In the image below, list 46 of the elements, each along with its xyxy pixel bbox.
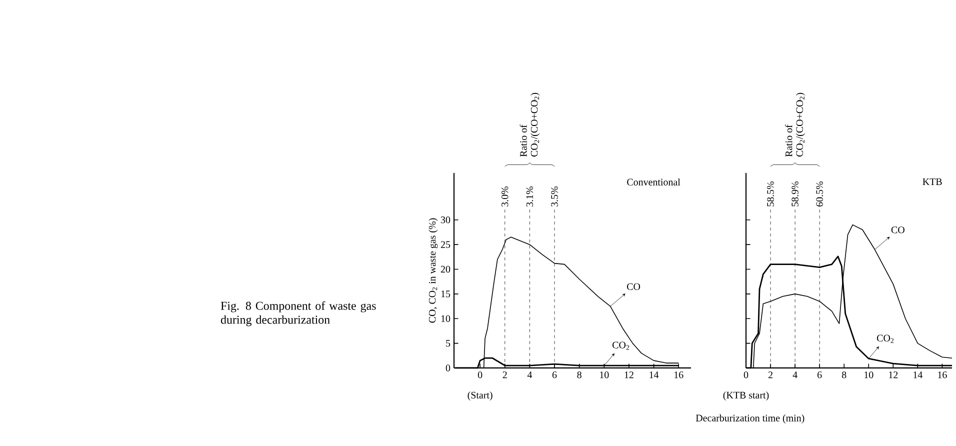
y-tick-label: 30 <box>441 216 450 224</box>
text: CO <box>891 226 904 234</box>
annotation: 3.0% <box>502 186 508 206</box>
y-tick-label: 0 <box>446 364 450 372</box>
text: (KTB start) <box>723 391 769 401</box>
text: Ratio of <box>520 124 527 157</box>
y-tick-label: 10 <box>441 315 450 322</box>
text: Ratio of <box>785 124 792 157</box>
annotation: 58.9% <box>792 181 798 206</box>
text: (Start) <box>468 391 492 401</box>
y-tick-label: 25 <box>440 241 450 248</box>
x-axis-title: Decarburization time (min) <box>696 414 804 424</box>
annotation: 60.5% <box>816 181 823 206</box>
y-tick-label: 20 <box>440 266 450 273</box>
annotation: 3.5% <box>551 186 558 206</box>
x-tick-label: 2 <box>768 372 772 378</box>
x-tick-label: 6 <box>552 372 557 378</box>
text: CO$_{2}$/(CO+CO$_{2}$) <box>796 92 806 157</box>
series-label: CO$_{2}$ <box>612 342 630 350</box>
text: CO$_{2}$/(CO+CO$_{2}$) <box>530 92 540 157</box>
x-tick-label: 4 <box>792 372 798 378</box>
y-axis-title: CO, CO$_{2}$ in waste gas (%) <box>428 218 438 323</box>
x-tick-label: 6 <box>818 372 822 378</box>
x-tick-label: 14 <box>914 372 923 378</box>
text: CO <box>627 283 640 290</box>
series-label: CO$_{2}$ <box>877 334 894 343</box>
x-tick-label: 14 <box>650 372 659 378</box>
x-tick-label: 16 <box>674 372 684 378</box>
chart-title: KTB <box>922 178 942 186</box>
x-tick-label: 12 <box>624 372 634 378</box>
chart-title: Conventional <box>627 178 680 186</box>
y-tick-label: 15 <box>441 290 450 298</box>
x-tick-label: 10 <box>600 372 609 378</box>
x-tick-label: 2 <box>502 372 507 378</box>
x-tick-label: 0 <box>478 372 482 378</box>
annotation: 58.5% <box>767 181 774 206</box>
x-tick-label: 8 <box>577 372 582 378</box>
x-tick-label: 12 <box>889 372 898 378</box>
x-tick-label: 8 <box>842 372 846 378</box>
y-tick-label: 5 <box>446 340 450 347</box>
x-tick-label: 0 <box>744 372 748 378</box>
caption: Fig. 8 Component of waste gas during decarburization <box>220 301 376 326</box>
x-tick-label: 10 <box>864 372 874 378</box>
x-tick-label: 16 <box>938 372 947 378</box>
annotation: 3.1% <box>526 186 534 206</box>
x-tick-label: 4 <box>527 372 532 378</box>
